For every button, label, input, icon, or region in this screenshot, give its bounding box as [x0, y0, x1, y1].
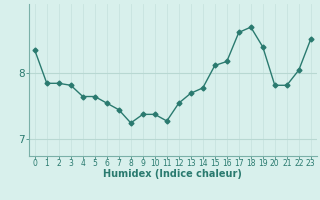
X-axis label: Humidex (Indice chaleur): Humidex (Indice chaleur)	[103, 169, 242, 179]
